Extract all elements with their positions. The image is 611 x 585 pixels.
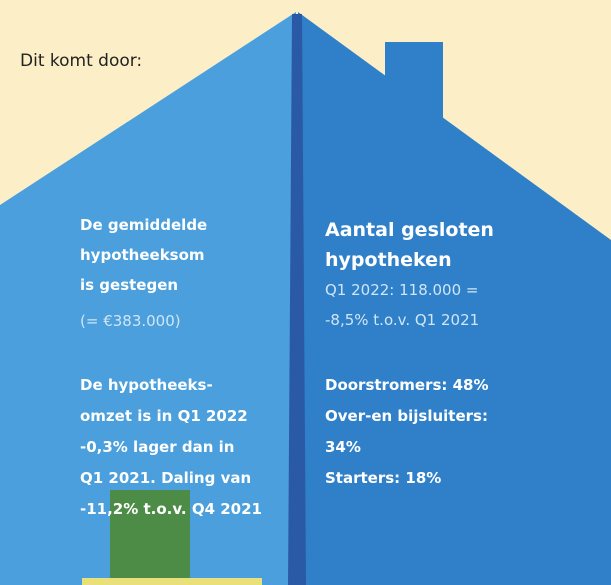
left-heading: is gestegen (80, 276, 178, 294)
right-stat: -8,5% t.o.v. Q1 2021 (325, 311, 479, 329)
doorstep (82, 578, 262, 585)
right-stat: Q1 2022: 118.000 = (325, 281, 478, 299)
right-breakdown: Over-en bijsluiters: (325, 407, 488, 425)
right-breakdown: Starters: 18% (325, 469, 441, 487)
left-body: De hypotheeks- (80, 376, 213, 394)
right-breakdown: Doorstromers: 48% (325, 376, 489, 394)
intro: Dit komt door: (20, 51, 142, 71)
right-breakdown: 34% (325, 438, 361, 456)
left-body: omzet is in Q1 2022 (80, 407, 248, 425)
left-body: -0,3% lager dan in (80, 438, 234, 456)
right-heading: Aantal gesloten (325, 219, 494, 241)
infographic: Dit komt door: De gemiddelde hypotheeksom… (0, 0, 611, 585)
left-note: (= €383.000) (80, 312, 181, 330)
left-body: -11,2% t.o.v. Q4 2021 (80, 500, 262, 518)
left-body: Q1 2021. Daling van (80, 469, 251, 487)
left-heading: De gemiddelde (80, 216, 207, 234)
left-heading: hypotheeksom (80, 246, 205, 264)
right-heading: hypotheken (325, 249, 452, 271)
